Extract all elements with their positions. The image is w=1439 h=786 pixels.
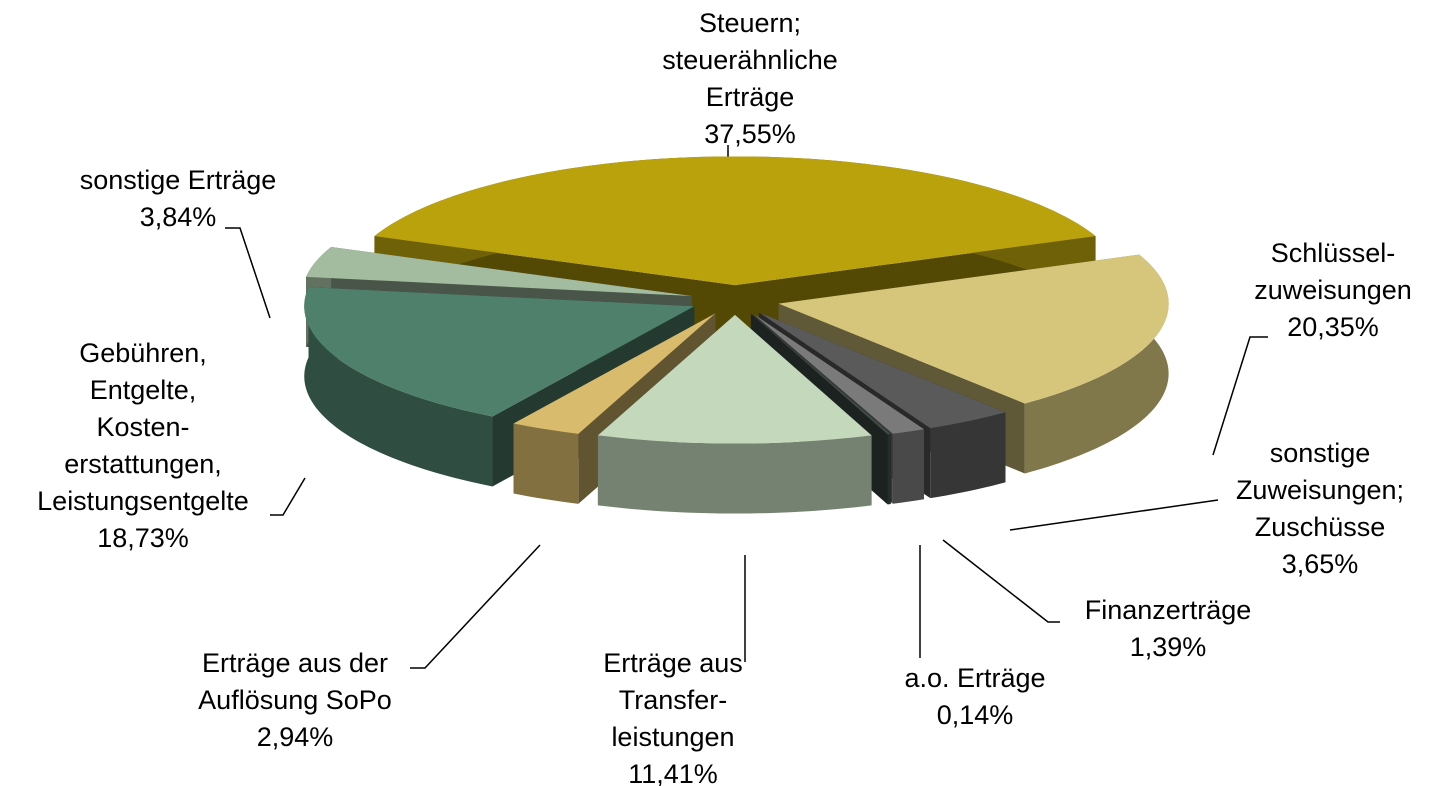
category-label: sonstige Zuweisungen; Zuschüsse: [1236, 438, 1404, 542]
category-label: Erträge aus Transfer-leistungen: [603, 648, 743, 752]
value-label: 37,55%: [704, 119, 796, 149]
slice: [304, 287, 695, 417]
leader-line: [1009, 499, 1219, 531]
slice: [306, 246, 692, 297]
slice-wall: [892, 429, 924, 504]
slice: [759, 312, 1006, 429]
slice-wall: [1024, 254, 1169, 474]
value-label: 0,14%: [937, 700, 1014, 730]
category-label: Erträge aus der Auflösung SoPo: [198, 648, 392, 715]
leader-line: [1212, 336, 1268, 456]
leader-line: [942, 539, 1060, 623]
leader-line: [225, 227, 271, 319]
slice-wall: [887, 434, 891, 505]
category-label: Gebühren, Entgelte, Kosten-erstattungen, Le…: [37, 338, 249, 516]
labels: Steuern; steuerähnliche Erträge 37,55% Schlü…: [37, 8, 1412, 786]
slices: [304, 156, 1169, 514]
value-label: 2,94%: [257, 722, 334, 752]
slice: [778, 254, 1169, 404]
category-label: sonstige Erträge: [80, 165, 277, 195]
leader-line: [270, 477, 306, 516]
category-label: Steuern; steuerähnliche Erträge: [662, 8, 838, 112]
leader-line: [410, 544, 541, 669]
slice: [513, 313, 716, 434]
slice: [752, 313, 924, 434]
category-label: Schlüssel-zuweisungen: [1254, 238, 1412, 305]
leader-lines: [225, 145, 1268, 669]
category-label: a.o. Erträge: [904, 663, 1045, 693]
value-label: 3,65%: [1282, 549, 1359, 579]
slice-wall: [597, 435, 872, 514]
value-label: 20,35%: [1287, 312, 1379, 342]
slice: [597, 314, 872, 444]
slice-wall: [513, 423, 579, 504]
slice-wall: [304, 287, 493, 487]
slice-wall: [930, 412, 1006, 499]
value-label: 1,39%: [1130, 632, 1207, 662]
value-label: 11,41%: [628, 759, 718, 786]
slice: [374, 156, 1096, 286]
value-label: 3,84%: [140, 202, 217, 232]
slice: [750, 313, 891, 435]
slice-group: [597, 314, 872, 514]
category-label: Finanzerträge: [1085, 595, 1252, 625]
value-label: 18,73%: [97, 523, 189, 553]
